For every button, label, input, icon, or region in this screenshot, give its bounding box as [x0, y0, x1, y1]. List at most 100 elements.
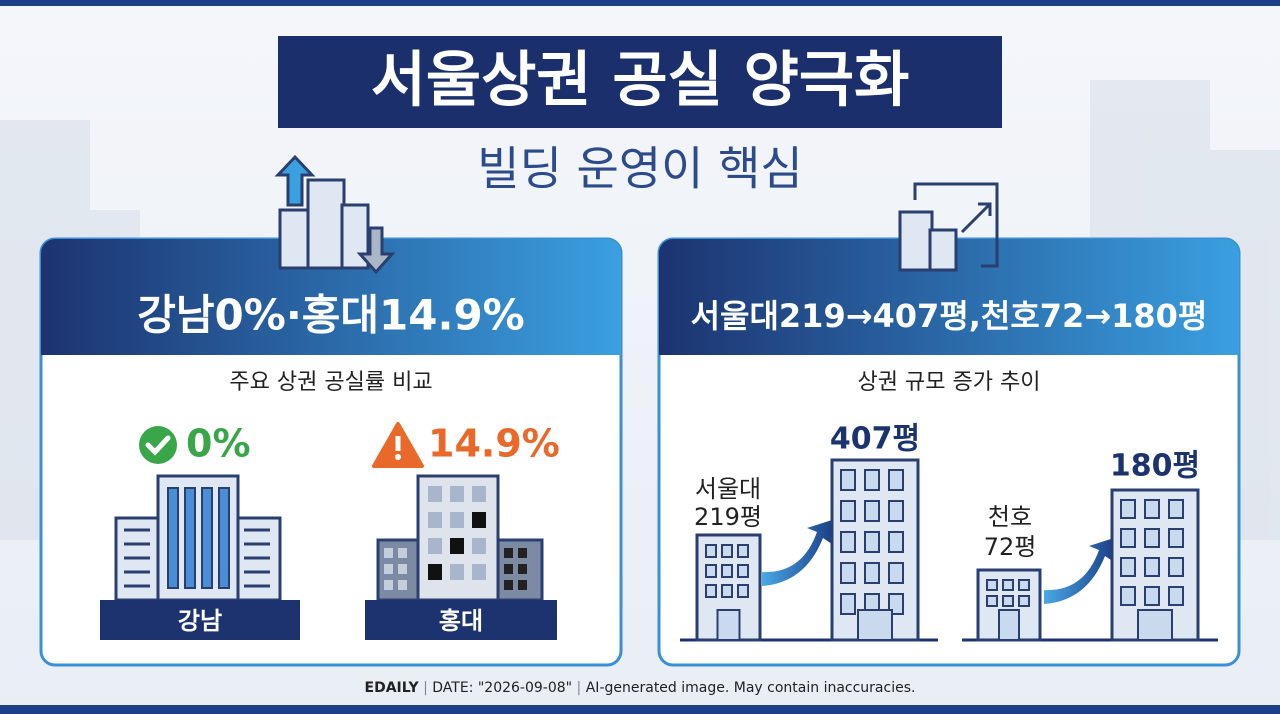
- window: [518, 564, 527, 574]
- window: [1018, 595, 1030, 607]
- footer-date: DATE: "2026-09-08": [432, 680, 572, 696]
- right-heading: 서울대219→407평,천호72→180평: [691, 297, 1208, 335]
- window: [1018, 579, 1030, 591]
- warning-icon-part: [395, 436, 401, 451]
- window: [384, 564, 393, 574]
- window: [428, 538, 442, 554]
- window: [705, 544, 717, 558]
- window: [1168, 499, 1184, 519]
- window: [1002, 595, 1014, 607]
- gangnam-base: [100, 600, 300, 640]
- window: [1168, 528, 1184, 548]
- right-icon-part: [928, 228, 958, 272]
- window: [1120, 586, 1136, 606]
- window: [721, 564, 733, 578]
- group-name: 서울대: [695, 475, 761, 503]
- door: [1137, 609, 1173, 641]
- window: [737, 544, 749, 558]
- window: [504, 580, 513, 590]
- left-icon-part: [278, 208, 312, 270]
- window: [986, 579, 998, 591]
- top-stripe: [0, 0, 1280, 6]
- separator: |: [419, 680, 433, 696]
- left-caption: 주요 상권 공실률 비교: [229, 370, 432, 395]
- window: [450, 486, 464, 502]
- left-icon-part: [274, 154, 316, 207]
- window: [398, 580, 407, 590]
- group-name: 천호: [988, 503, 1032, 531]
- window: [450, 564, 464, 580]
- window: [888, 500, 904, 522]
- window: [428, 564, 442, 580]
- window: [888, 562, 904, 584]
- hongdae-base: [365, 600, 557, 640]
- label-gangnam: 강남: [178, 607, 222, 635]
- window: [888, 531, 904, 553]
- window: [1168, 557, 1184, 577]
- window: [518, 580, 527, 590]
- warning-icon: [372, 422, 424, 468]
- window: [472, 564, 486, 580]
- window: [428, 512, 442, 528]
- window: [450, 538, 464, 554]
- door: [857, 609, 893, 641]
- window: [450, 512, 464, 528]
- left-icon: [274, 154, 396, 275]
- left-panel-part: [41, 239, 621, 355]
- window: [167, 487, 179, 589]
- window: [504, 564, 513, 574]
- window: [384, 548, 393, 558]
- window: [840, 593, 856, 615]
- stat-gangnam: 0%: [186, 422, 251, 466]
- window: [472, 538, 486, 554]
- door: [998, 609, 1020, 641]
- window: [201, 487, 213, 589]
- left-icon-part: [306, 178, 346, 270]
- window: [472, 512, 486, 528]
- group-before: 219평: [694, 503, 762, 531]
- right-icon: [898, 182, 999, 272]
- window: [737, 584, 749, 598]
- title-box: [278, 36, 1002, 128]
- window: [384, 580, 393, 590]
- window: [518, 548, 527, 558]
- window: [864, 500, 880, 522]
- warning-icon-part: [395, 454, 401, 460]
- separator: |: [572, 680, 586, 696]
- group-before: 72평: [984, 533, 1037, 561]
- gangnam-building: [114, 474, 282, 602]
- right-icon-part: [913, 182, 999, 268]
- window: [840, 531, 856, 553]
- window: [864, 562, 880, 584]
- window: [218, 487, 230, 589]
- window: [1120, 557, 1136, 577]
- window: [705, 564, 717, 578]
- window: [1144, 586, 1160, 606]
- size-buildings: [695, 458, 1200, 642]
- window: [888, 469, 904, 491]
- bottom-stripe: [0, 705, 1280, 714]
- right-caption: 상권 규모 증가 추이: [858, 370, 1041, 395]
- door: [716, 609, 741, 641]
- window: [184, 487, 196, 589]
- window: [472, 486, 486, 502]
- window: [737, 564, 749, 578]
- window: [1002, 579, 1014, 591]
- window: [398, 548, 407, 558]
- window: [840, 562, 856, 584]
- stat-hongdae: 14.9%: [428, 422, 560, 466]
- check-icon: [139, 426, 177, 464]
- window: [1168, 586, 1184, 606]
- right-icon-part: [898, 210, 934, 272]
- left-icon-part: [340, 203, 370, 270]
- label-hongdae: 홍대: [439, 607, 483, 635]
- group-after: 180평: [1110, 449, 1200, 484]
- window: [1144, 557, 1160, 577]
- check-icon-part: [139, 426, 177, 464]
- window: [864, 469, 880, 491]
- window: [398, 564, 407, 574]
- growth-arrow: [1044, 538, 1114, 604]
